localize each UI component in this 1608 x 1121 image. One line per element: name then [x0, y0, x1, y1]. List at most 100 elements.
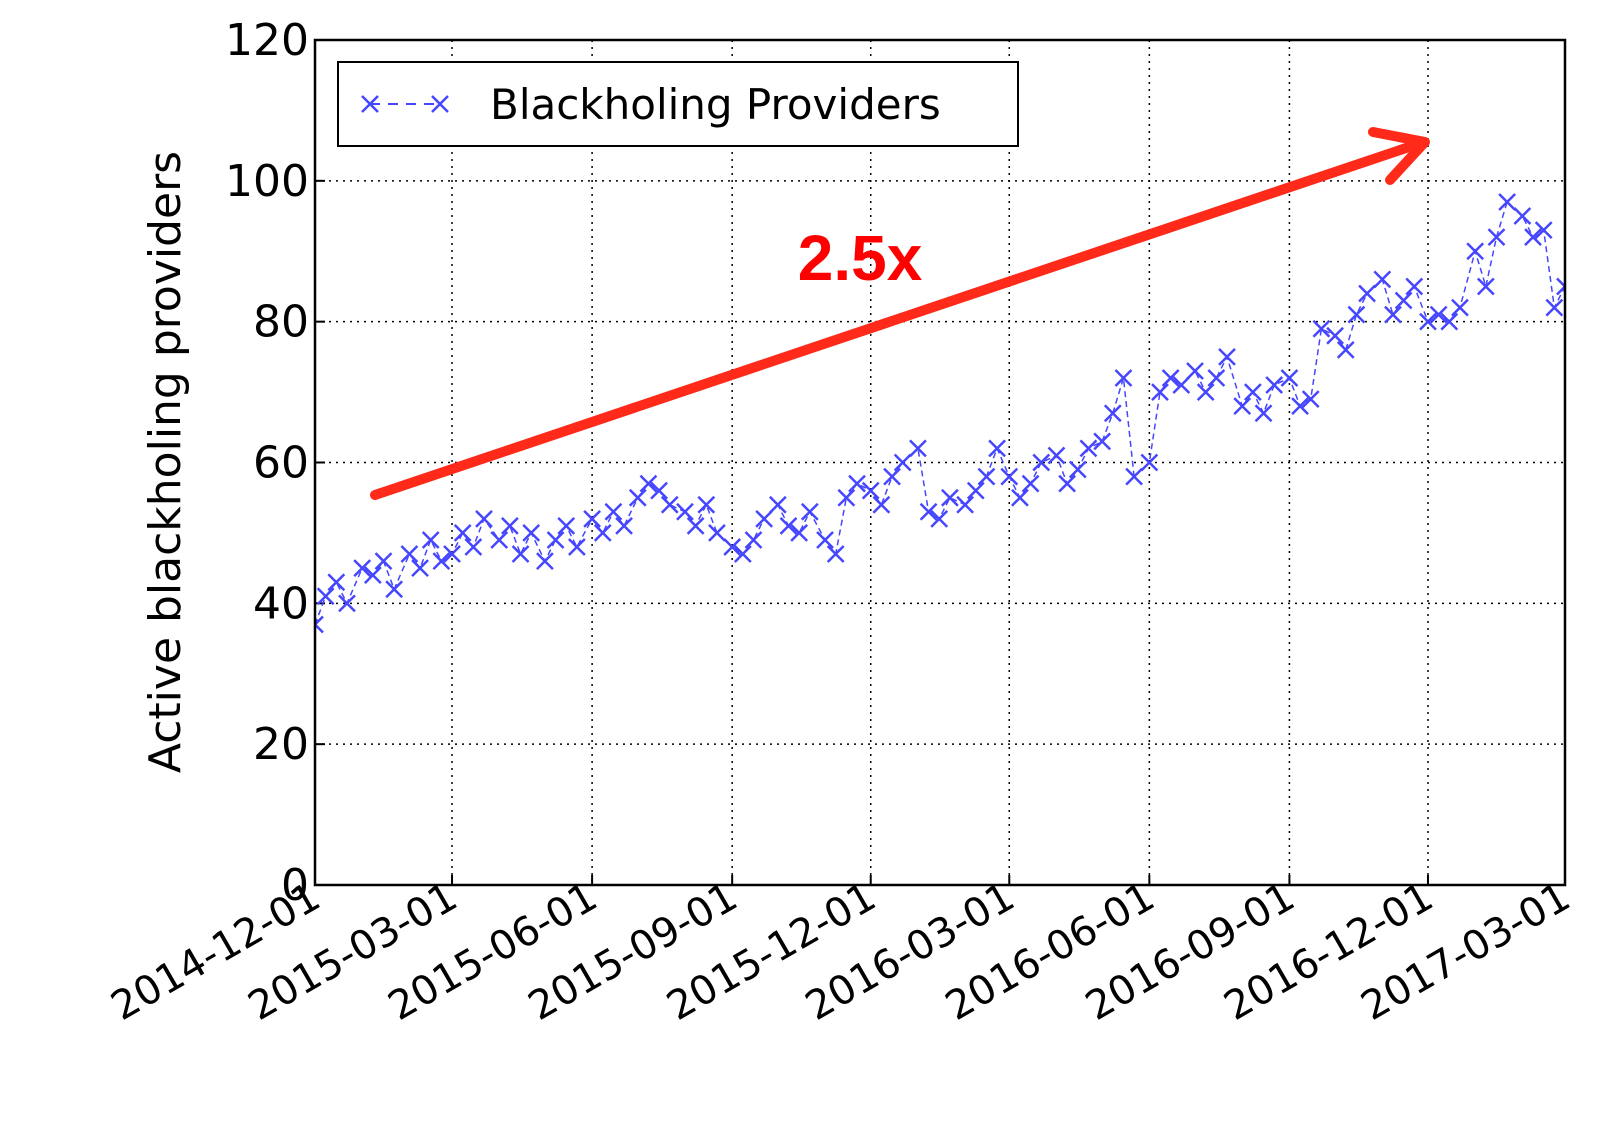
marker — [660, 495, 679, 514]
marker — [327, 573, 346, 592]
y-tick-label: 0 — [281, 860, 309, 911]
plot — [315, 193, 1565, 634]
marker — [1326, 326, 1344, 345]
marker — [744, 531, 763, 549]
marker — [1466, 242, 1485, 261]
arrow-head — [1368, 127, 1430, 185]
y-tick-label: 60 — [253, 438, 309, 489]
y-tick-label: 80 — [253, 297, 309, 348]
y-tick-label: 100 — [225, 156, 309, 207]
y-tick-label: 120 — [225, 15, 309, 66]
marker — [1429, 305, 1448, 324]
marker — [315, 615, 324, 634]
marker — [557, 516, 576, 535]
marker — [432, 552, 451, 570]
marker — [697, 495, 716, 514]
marker — [615, 516, 633, 535]
marker — [956, 495, 975, 514]
marker — [676, 502, 694, 521]
marker — [826, 545, 845, 563]
marker — [490, 531, 509, 549]
marker — [1373, 270, 1392, 289]
marker — [1021, 474, 1040, 493]
y-tick-label: 40 — [253, 578, 309, 629]
marker — [363, 566, 382, 585]
marker — [1498, 193, 1517, 211]
marker — [919, 502, 938, 521]
marker — [1047, 446, 1066, 465]
marker — [893, 453, 912, 472]
marker — [628, 488, 647, 507]
marker — [1186, 362, 1204, 380]
marker — [1218, 347, 1236, 366]
marker — [453, 524, 472, 542]
marker — [988, 439, 1006, 458]
marker — [723, 538, 742, 556]
marker — [837, 488, 856, 507]
marker — [872, 495, 891, 514]
marker — [1394, 291, 1413, 310]
marker — [385, 580, 404, 599]
marker — [400, 545, 419, 563]
marker — [511, 545, 530, 563]
y-tick-label: 20 — [253, 719, 309, 770]
marker — [1312, 319, 1331, 338]
marker — [686, 516, 705, 535]
marker — [1358, 284, 1376, 303]
marker — [338, 594, 356, 613]
marker — [1103, 404, 1122, 423]
marker — [536, 552, 554, 570]
marker — [1291, 397, 1309, 416]
marker — [522, 524, 541, 542]
marker — [443, 545, 461, 563]
marker — [790, 524, 809, 542]
marker — [1207, 369, 1226, 387]
annotation: 2.5x — [798, 222, 923, 294]
arrow-shaft — [370, 140, 1420, 500]
marker — [1032, 453, 1051, 472]
marker — [848, 474, 866, 493]
marker — [1233, 397, 1252, 416]
marker — [1254, 404, 1273, 423]
marker — [966, 481, 985, 500]
marker — [583, 509, 601, 528]
marker — [411, 559, 429, 578]
marker — [1419, 312, 1437, 331]
marker — [353, 559, 372, 578]
marker — [501, 516, 519, 535]
marker — [1384, 305, 1402, 324]
marker — [1243, 383, 1262, 401]
marker — [861, 481, 880, 500]
marker — [1068, 460, 1087, 479]
marker — [1545, 298, 1564, 317]
marker — [1196, 383, 1215, 401]
marker — [1172, 376, 1191, 394]
marker — [909, 439, 927, 458]
marker — [421, 531, 440, 549]
marker — [941, 488, 959, 507]
marker — [650, 481, 668, 500]
marker — [1151, 383, 1169, 401]
marker — [1125, 467, 1144, 486]
marker — [977, 467, 996, 486]
marker — [930, 509, 949, 528]
marker — [316, 587, 335, 606]
marker — [1011, 488, 1029, 507]
marker — [1058, 474, 1077, 493]
marker — [546, 531, 565, 549]
marker — [755, 509, 774, 528]
marker — [1534, 221, 1553, 240]
legend-marker — [431, 95, 449, 113]
marker — [593, 524, 612, 542]
marker — [733, 545, 752, 563]
marker — [1280, 369, 1299, 387]
marker — [1114, 369, 1133, 387]
marker — [639, 474, 658, 493]
marker — [1524, 228, 1542, 247]
marker — [816, 531, 834, 549]
marker — [1405, 277, 1424, 296]
marker — [567, 538, 586, 556]
marker — [800, 502, 819, 521]
marker — [1301, 390, 1320, 409]
marker — [883, 467, 901, 486]
